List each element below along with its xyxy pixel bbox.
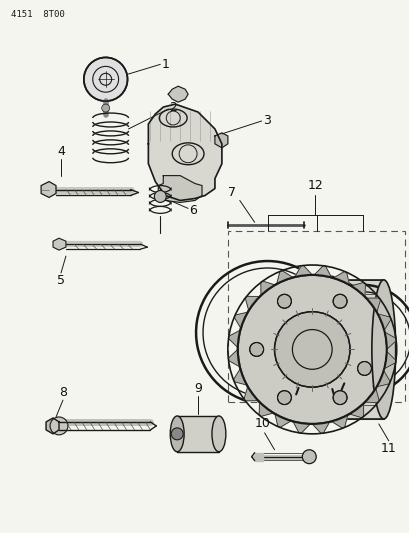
- Text: 11: 11: [380, 442, 396, 455]
- Circle shape: [274, 312, 349, 387]
- Polygon shape: [276, 271, 292, 284]
- Text: 8: 8: [59, 386, 67, 399]
- Text: 1: 1: [161, 58, 169, 71]
- Circle shape: [101, 104, 109, 112]
- Polygon shape: [233, 369, 246, 385]
- Circle shape: [301, 450, 315, 464]
- Text: 5: 5: [57, 274, 65, 287]
- Polygon shape: [312, 280, 383, 419]
- Polygon shape: [292, 422, 310, 433]
- Polygon shape: [348, 403, 363, 418]
- Polygon shape: [258, 402, 273, 416]
- Polygon shape: [377, 314, 390, 330]
- Circle shape: [171, 428, 183, 440]
- Text: 12: 12: [307, 179, 322, 192]
- Polygon shape: [53, 238, 66, 250]
- Polygon shape: [243, 386, 258, 401]
- Circle shape: [277, 294, 291, 308]
- Circle shape: [154, 190, 166, 203]
- Polygon shape: [168, 86, 188, 102]
- Circle shape: [333, 294, 346, 308]
- Circle shape: [333, 391, 346, 405]
- Text: 4151  8T00: 4151 8T00: [11, 10, 65, 19]
- Polygon shape: [351, 282, 364, 297]
- Circle shape: [277, 391, 291, 405]
- Polygon shape: [254, 453, 262, 461]
- Circle shape: [50, 417, 68, 435]
- Polygon shape: [364, 389, 378, 402]
- Polygon shape: [260, 281, 274, 295]
- Text: 6: 6: [189, 204, 197, 217]
- Text: 3: 3: [262, 115, 270, 127]
- Polygon shape: [214, 133, 227, 148]
- Circle shape: [357, 361, 371, 375]
- Text: 4: 4: [57, 146, 65, 158]
- Text: 9: 9: [193, 382, 202, 394]
- Polygon shape: [333, 271, 348, 285]
- Polygon shape: [312, 422, 329, 433]
- Polygon shape: [234, 312, 247, 328]
- Polygon shape: [245, 296, 259, 311]
- Circle shape: [83, 58, 127, 101]
- Polygon shape: [274, 414, 290, 427]
- Polygon shape: [148, 104, 221, 200]
- Polygon shape: [365, 298, 380, 312]
- Polygon shape: [383, 351, 395, 369]
- Circle shape: [237, 275, 386, 424]
- Ellipse shape: [371, 280, 395, 419]
- Polygon shape: [177, 416, 218, 452]
- Polygon shape: [384, 332, 395, 350]
- Circle shape: [249, 343, 263, 357]
- Bar: [227, 231, 404, 402]
- Text: 7: 7: [227, 186, 235, 199]
- Polygon shape: [41, 182, 56, 197]
- Polygon shape: [228, 330, 240, 348]
- Ellipse shape: [170, 416, 184, 452]
- Text: 10: 10: [254, 417, 270, 431]
- Ellipse shape: [211, 416, 225, 452]
- Polygon shape: [228, 350, 239, 367]
- Polygon shape: [46, 418, 59, 434]
- Polygon shape: [158, 175, 202, 203]
- Polygon shape: [331, 415, 347, 428]
- Polygon shape: [294, 265, 312, 277]
- Text: 2: 2: [169, 101, 177, 114]
- Polygon shape: [376, 370, 389, 386]
- Polygon shape: [313, 266, 331, 278]
